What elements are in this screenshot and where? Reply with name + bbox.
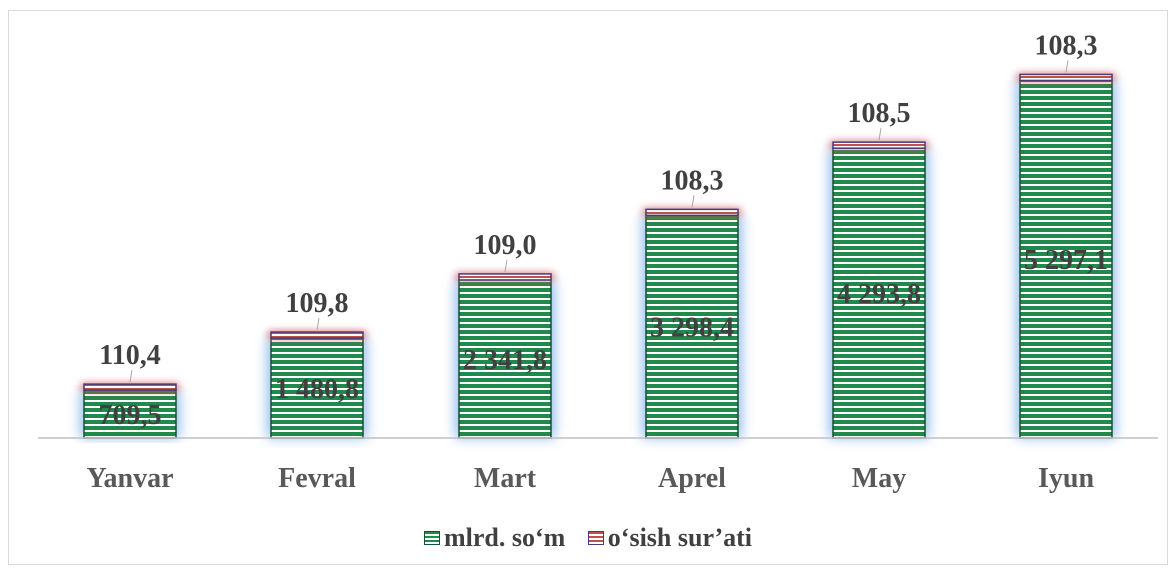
bar-mlrd [458, 279, 552, 439]
legend: mlrd. so‘m o‘sish sur’ati [0, 522, 1176, 553]
mlrd-data-label: 5 297,1 [1024, 245, 1108, 276]
growth-data-label: 108,3 [661, 165, 724, 196]
chart-frame [8, 10, 1168, 565]
legend-swatch-green [423, 531, 440, 545]
x-tick-label: Aprel [658, 463, 726, 494]
growth-data-label: 109,8 [286, 288, 349, 319]
bar-mlrd [645, 214, 739, 439]
leader-line [691, 195, 695, 208]
bar-growth [832, 141, 926, 149]
mlrd-data-label: 3 298,4 [650, 313, 734, 344]
legend-swatch-red [587, 531, 604, 545]
growth-data-label: 110,4 [99, 340, 160, 371]
mlrd-data-label: 2 341,8 [463, 345, 547, 376]
x-tick-label: Mart [474, 463, 537, 494]
bar-growth [645, 208, 739, 217]
leader-line [129, 370, 133, 383]
x-tick-label: Yanvar [86, 463, 173, 494]
mlrd-data-label: 4 293,8 [837, 279, 921, 310]
bar-growth [270, 331, 364, 339]
leader-line [316, 317, 320, 331]
bar-mlrd [1019, 79, 1113, 439]
growth-data-label: 108,3 [1035, 30, 1098, 61]
bar-mlrd [270, 337, 364, 439]
leader-line [1065, 60, 1069, 73]
bar-growth [83, 383, 177, 391]
legend-label-growth: o‘sish sur’ati [607, 523, 753, 552]
leader-line [504, 259, 508, 273]
x-tick-label: May [852, 463, 906, 494]
bar-growth [1019, 73, 1113, 82]
leader-line [878, 128, 882, 141]
mlrd-data-label: 1 480,8 [275, 374, 359, 405]
legend-label-mlrd: mlrd. so‘m [443, 523, 566, 552]
mlrd-data-label: 709,5 [99, 400, 162, 431]
growth-data-label: 108,5 [848, 98, 911, 129]
x-tick-label: Fevral [278, 463, 356, 494]
bar-mlrd [832, 147, 926, 439]
bar-growth [458, 273, 552, 281]
legend-item-growth: o‘sish sur’ati [587, 523, 753, 553]
x-tick-label: Iyun [1038, 463, 1094, 494]
growth-data-label: 109,0 [474, 230, 537, 261]
legend-item-mlrd: mlrd. so‘m [423, 523, 566, 553]
